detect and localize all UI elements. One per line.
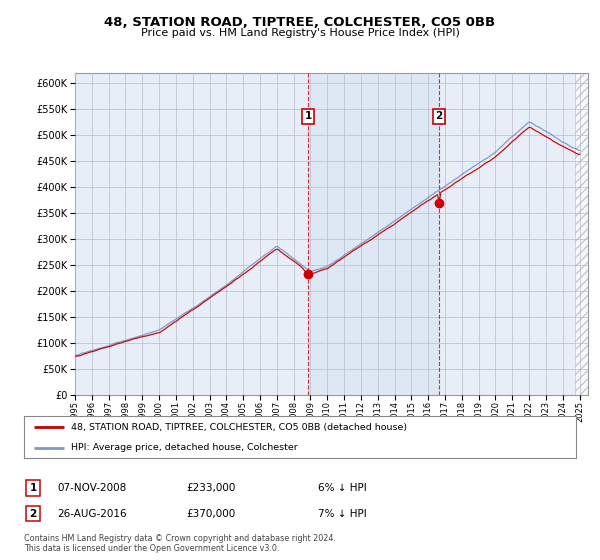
Text: Price paid vs. HM Land Registry's House Price Index (HPI): Price paid vs. HM Land Registry's House … bbox=[140, 28, 460, 38]
Text: £370,000: £370,000 bbox=[186, 508, 235, 519]
Text: 6% ↓ HPI: 6% ↓ HPI bbox=[318, 483, 367, 493]
Text: 1: 1 bbox=[29, 483, 37, 493]
Text: 48, STATION ROAD, TIPTREE, COLCHESTER, CO5 0BB (detached house): 48, STATION ROAD, TIPTREE, COLCHESTER, C… bbox=[71, 423, 407, 432]
Text: 2: 2 bbox=[436, 111, 443, 122]
Text: 26-AUG-2016: 26-AUG-2016 bbox=[57, 508, 127, 519]
Text: 48, STATION ROAD, TIPTREE, COLCHESTER, CO5 0BB: 48, STATION ROAD, TIPTREE, COLCHESTER, C… bbox=[104, 16, 496, 29]
Text: 1: 1 bbox=[304, 111, 311, 122]
Text: HPI: Average price, detached house, Colchester: HPI: Average price, detached house, Colc… bbox=[71, 443, 298, 452]
Bar bbox=[308, 73, 439, 395]
Text: 2: 2 bbox=[29, 508, 37, 519]
Text: 07-NOV-2008: 07-NOV-2008 bbox=[57, 483, 126, 493]
Text: £233,000: £233,000 bbox=[186, 483, 235, 493]
Text: 7% ↓ HPI: 7% ↓ HPI bbox=[318, 508, 367, 519]
Bar bbox=[575, 73, 588, 395]
Text: Contains HM Land Registry data © Crown copyright and database right 2024.
This d: Contains HM Land Registry data © Crown c… bbox=[24, 534, 336, 553]
